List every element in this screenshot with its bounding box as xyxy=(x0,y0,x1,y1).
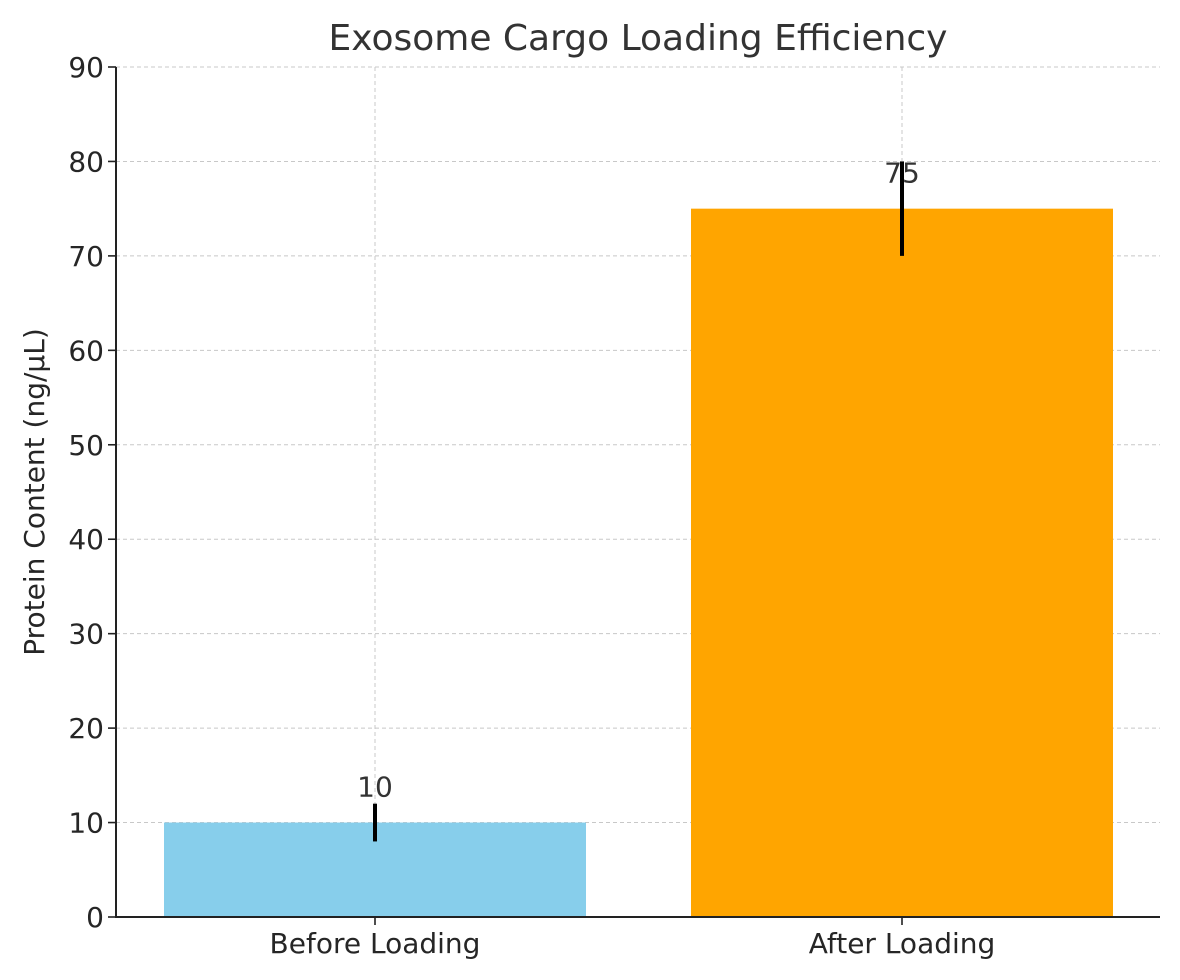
y-tick-label: 20 xyxy=(68,712,104,745)
error-bars-layer xyxy=(373,161,904,842)
y-tick-label: 50 xyxy=(68,429,104,462)
y-tick-label: 0 xyxy=(86,901,104,934)
axes-layer xyxy=(115,67,1160,918)
bars-layer xyxy=(164,208,1113,917)
chart-title: Exosome Cargo Loading Efficiency xyxy=(329,18,948,59)
value-label-2: 75 xyxy=(884,157,920,190)
x-tick-label-1: Before Loading xyxy=(270,927,481,960)
y-tick-label: 80 xyxy=(68,145,104,178)
value-label-1: 10 xyxy=(357,771,393,804)
y-tick-label: 40 xyxy=(68,523,104,556)
y-axis-label: Protein Content (ng/µL) xyxy=(18,328,51,656)
value-labels-layer: 10 75 xyxy=(357,157,920,804)
y-tick-label: 90 xyxy=(68,51,104,84)
ticks-layer: 0 10 20 30 40 50 60 70 80 90 Before Loading After L… xyxy=(68,51,995,960)
y-tick-label: 30 xyxy=(68,618,104,651)
y-tick-label: 10 xyxy=(68,807,104,840)
y-tick-label: 70 xyxy=(68,240,104,273)
x-tick-label-2: After Loading xyxy=(809,927,996,960)
y-tick-label: 60 xyxy=(68,334,104,367)
bar-2 xyxy=(691,208,1113,917)
